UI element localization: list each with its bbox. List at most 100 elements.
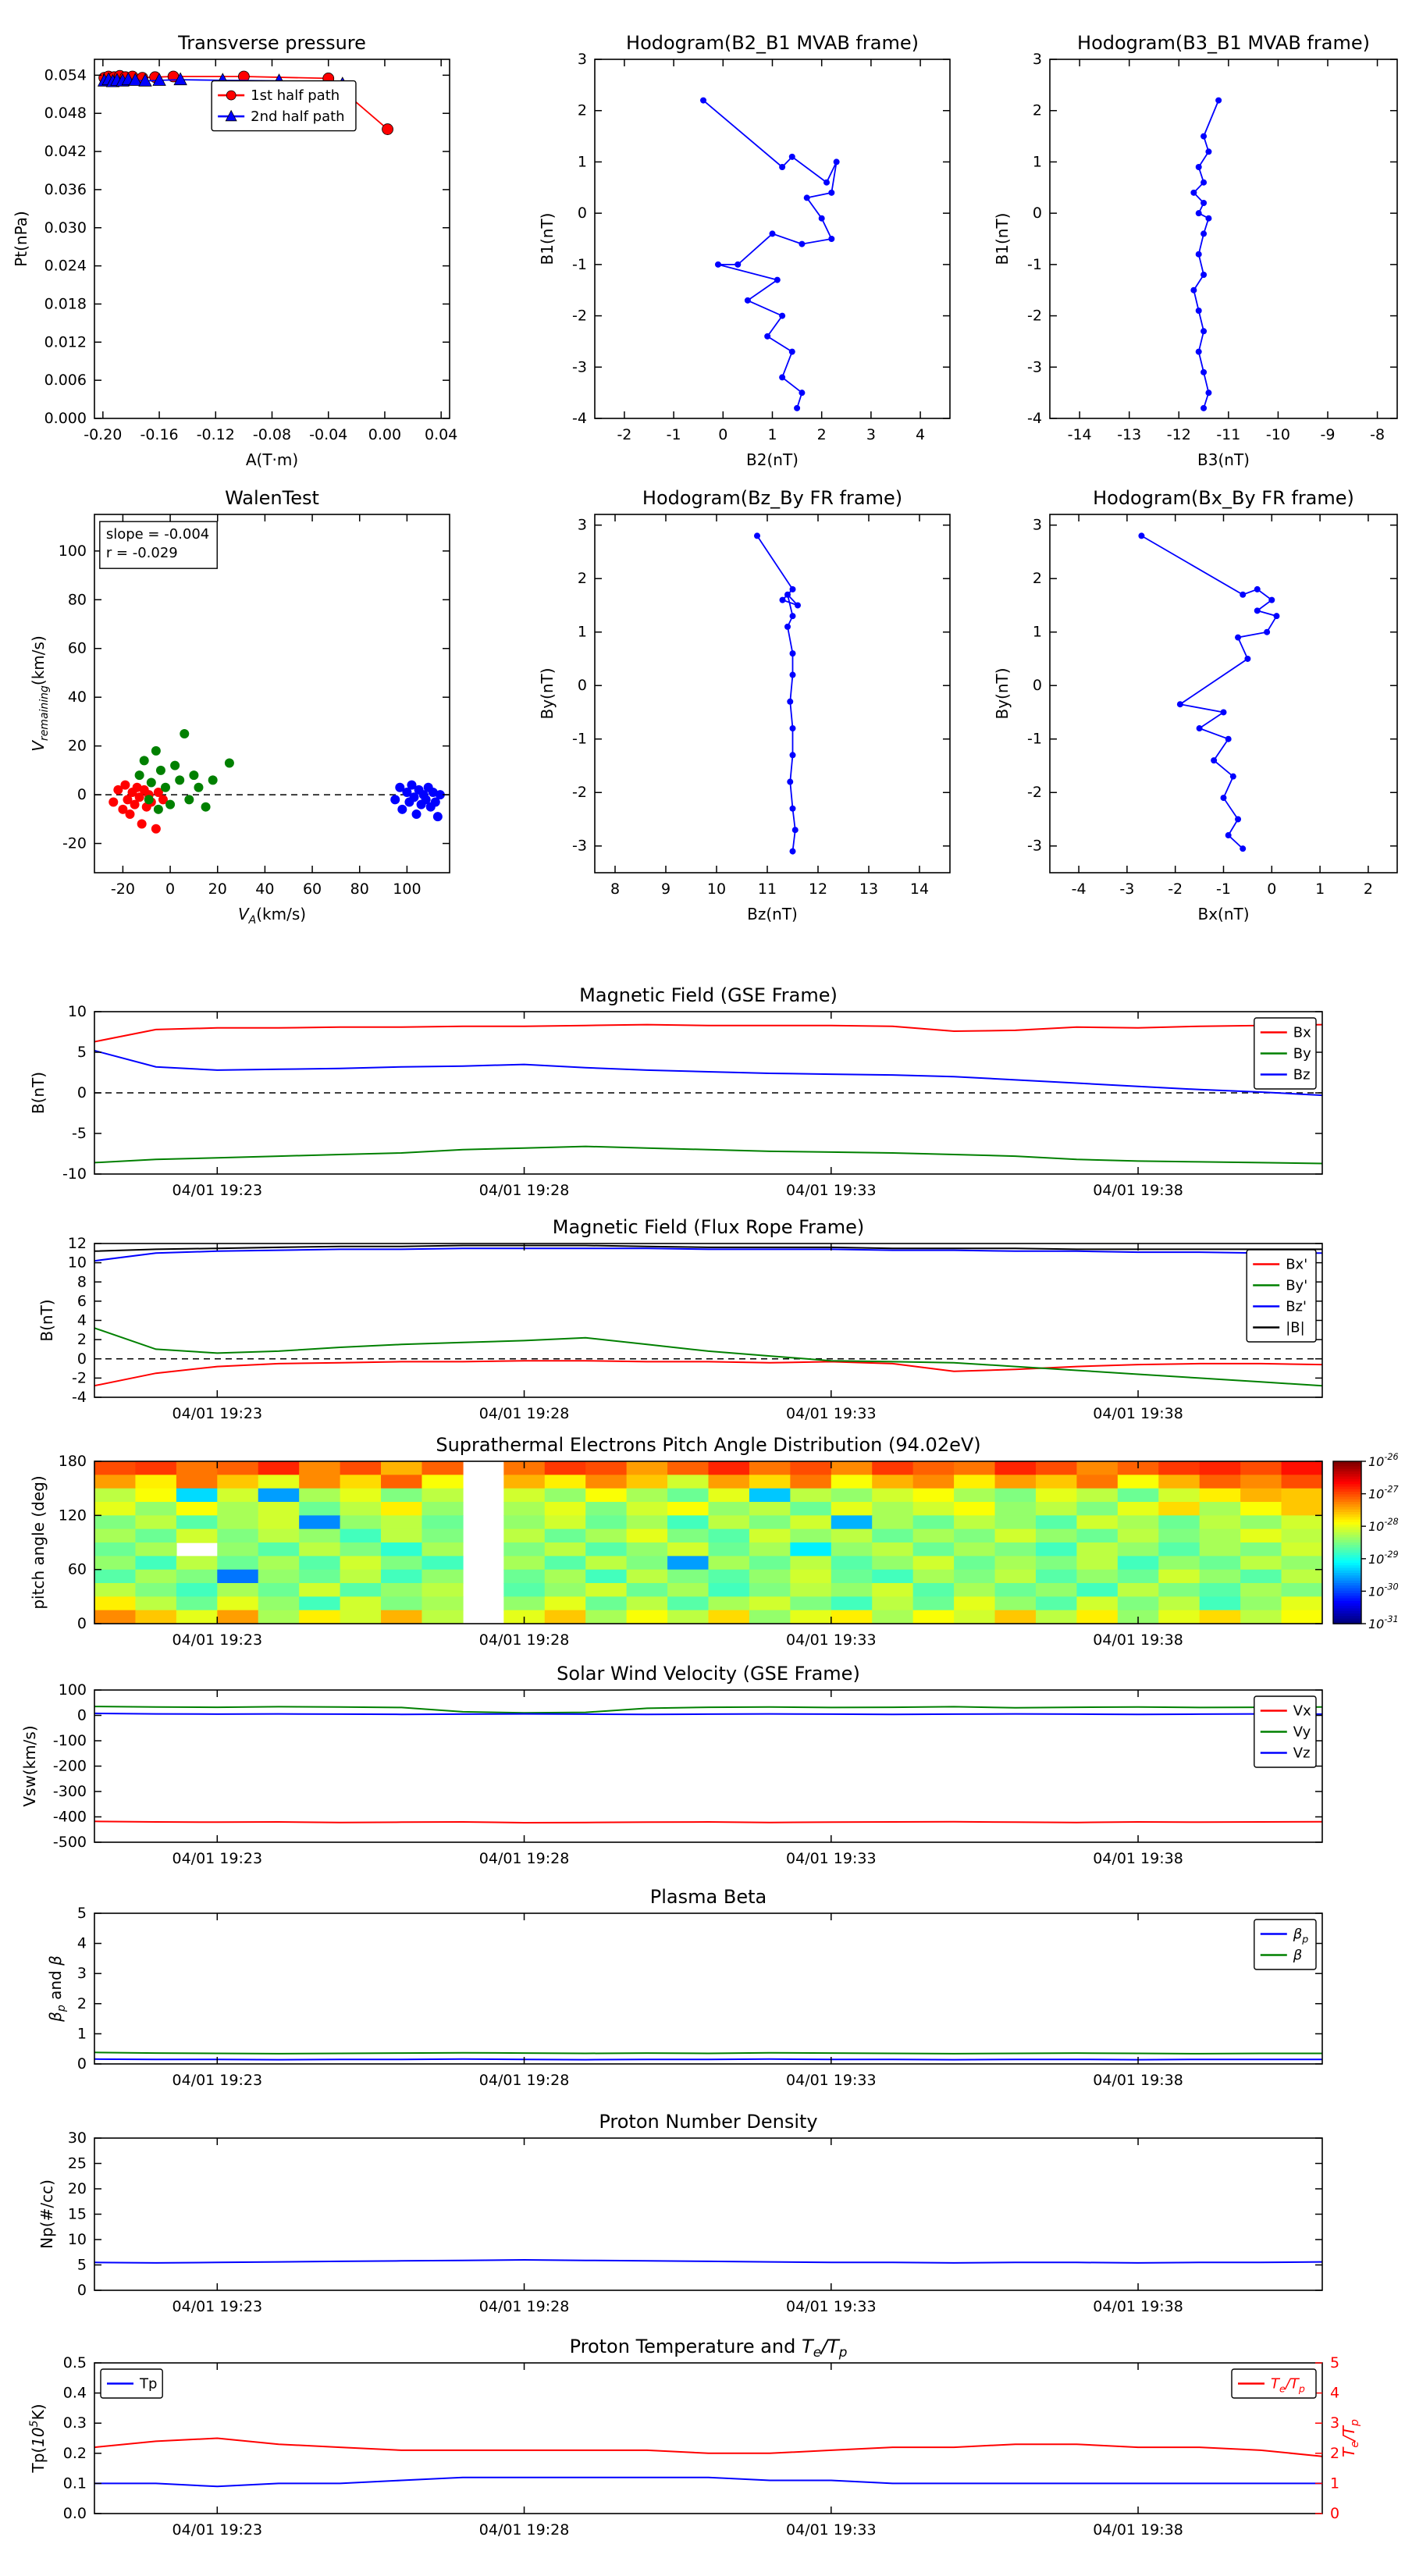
marker-dot [1200, 328, 1208, 335]
marker-dot [435, 790, 445, 800]
x-tick-label: 9 [661, 881, 670, 898]
x-tick-label: 60 [303, 881, 322, 898]
legend: βp​ β [1254, 1919, 1317, 1970]
y-axis: 0 1 2 3 4 5 [77, 1905, 1322, 2073]
y-tick-label: 0 [77, 1707, 87, 1724]
x-tick-label: 04/01 19:38 [1093, 1631, 1183, 1649]
marker-dot [1254, 585, 1261, 592]
y-tick-label: -10 [62, 1165, 87, 1183]
x-tick-label: 04/01 19:33 [786, 1182, 877, 1199]
x-tick-label: -14 [1068, 426, 1092, 443]
x-tick-label: 04/01 19:28 [479, 2521, 570, 2539]
legend-label: β [1293, 1948, 1303, 1964]
y-tick-label: 40 [68, 688, 87, 706]
x-tick-label: 14 [910, 881, 929, 898]
marker-dot [788, 153, 795, 160]
marker-dot [165, 799, 176, 809]
y-tick-label: 0.5 [63, 2354, 87, 2371]
y-tick-label: 30 [68, 2129, 87, 2147]
marker-dot [1200, 230, 1208, 237]
y-tick-label: 0.4 [63, 2385, 87, 2402]
x-tick-label: -2 [617, 426, 631, 443]
colorbar: 10-26​ 10-27​ 10-28​ 10-29​ 10-30​ 10-31​ [1332, 1452, 1400, 1631]
marker-dot [120, 780, 130, 790]
y-tick-label: 25 [68, 2155, 87, 2172]
marker-dot [789, 848, 796, 855]
y-tick-label: -4 [1027, 410, 1042, 427]
marker-dot [788, 348, 795, 355]
plot-content [94, 2437, 1322, 2488]
y-tick-label: 5 [77, 1905, 87, 1922]
marker-dot [125, 809, 135, 820]
marker-dot [1229, 773, 1236, 780]
marker-dot [764, 333, 771, 340]
x-axis: 04/01 19:23 04/01 19:28 04/01 19:33 04/01 1… [173, 1690, 1183, 1867]
y-tick-label: 4 [77, 1312, 87, 1329]
x-tick-label: 04/01 19:23 [173, 1405, 263, 1422]
y-axis-label: βp​ and β [46, 1955, 68, 2023]
marker-dot [411, 809, 422, 820]
marker-dot [1225, 832, 1232, 839]
marker-dot [407, 780, 417, 790]
panel-hodogram-b2-b1: -2 -1 0 1 2 3 4 -4 -3 -2 -1 0 1 2 3 Hodogram(B2_B1 MVAB… [538, 32, 951, 469]
x-tick-label: -0.16 [140, 426, 178, 443]
y-axis-label: pitch angle (deg) [29, 1475, 48, 1609]
y-tick-label: 10 [68, 1003, 87, 1020]
y-tick-label: 2 [1033, 102, 1042, 119]
plot-area [94, 1244, 1322, 1397]
marker-dot [789, 725, 796, 732]
x-axis: 04/01 19:23 04/01 19:28 04/01 19:33 04/01 1… [173, 1461, 1183, 1649]
marker-dot [144, 795, 154, 805]
y-tick-label: 1 [578, 153, 587, 170]
y-tick-label: 3 [578, 51, 587, 68]
plot-content [94, 2051, 1322, 2061]
plot-content [94, 1023, 1322, 1165]
x-tick-label: -1 [1216, 881, 1231, 898]
marker-dot [1205, 390, 1212, 397]
marker-dot [774, 276, 781, 283]
x-tick-label: -9 [1321, 426, 1336, 443]
marker-dot [1195, 164, 1202, 170]
plot-content [94, 1244, 1322, 1387]
legend-label: Vy [1293, 1724, 1311, 1741]
y-tick-label: -500 [53, 1834, 87, 1851]
plot-area [595, 59, 950, 418]
legend-label: Vz [1293, 1745, 1311, 1762]
x-tick-label: 04/01 19:23 [173, 2521, 263, 2539]
series-hodogram-path [754, 532, 801, 855]
legend: Bx By Bz [1254, 1017, 1317, 1090]
y-tick-label: 15 [68, 2206, 87, 2223]
x-tick-label: 0 [1267, 881, 1276, 898]
marker-dot [803, 194, 810, 201]
legend-label: Vx [1293, 1703, 1311, 1720]
x-tick-label: 0.00 [368, 426, 401, 443]
y-tick-label: 180 [59, 1453, 87, 1470]
colorbar-tick-label: 10-28​ [1368, 1517, 1399, 1534]
y-tick-label: 1 [77, 2025, 87, 2042]
marker-dot [1268, 596, 1275, 603]
plot-area [94, 514, 450, 873]
y-tick-label: -1 [572, 256, 587, 273]
marker-dot [1190, 286, 1197, 294]
series-By [94, 1145, 1322, 1165]
y-tick-label: -5 [72, 1125, 87, 1142]
series-Vz [94, 1712, 1322, 1716]
axes-frame [1049, 59, 1398, 419]
marker-dot [779, 374, 786, 381]
y-tick-label: 2 [77, 1995, 87, 2012]
right-y-tick-label: 0 [1330, 2505, 1339, 2522]
series-Bx-prime [94, 1360, 1322, 1387]
panel-hodogram-bx-by: -4 -3 -2 -1 0 1 2 -3 -2 -1 0 1 2 3 Hodogram(Bx_By FR f… [993, 487, 1398, 923]
y-tick-label: 1 [1033, 624, 1042, 641]
marker-dot [180, 729, 190, 739]
y-axis-label: Vsw(km/s) [20, 1725, 39, 1806]
marker-dot [828, 189, 835, 196]
y-tick-label: 0.1 [63, 2475, 87, 2492]
series-beta-p [94, 2058, 1322, 2061]
annotation-text: r = -0.029 [106, 545, 178, 561]
x-tick-label: 04/01 19:33 [786, 1631, 877, 1649]
x-tick-label: 04/01 19:38 [1093, 1405, 1183, 1422]
marker-dot [779, 164, 786, 170]
x-tick-label: 04/01 19:23 [173, 1631, 263, 1649]
y-tick-label: -200 [53, 1758, 87, 1775]
